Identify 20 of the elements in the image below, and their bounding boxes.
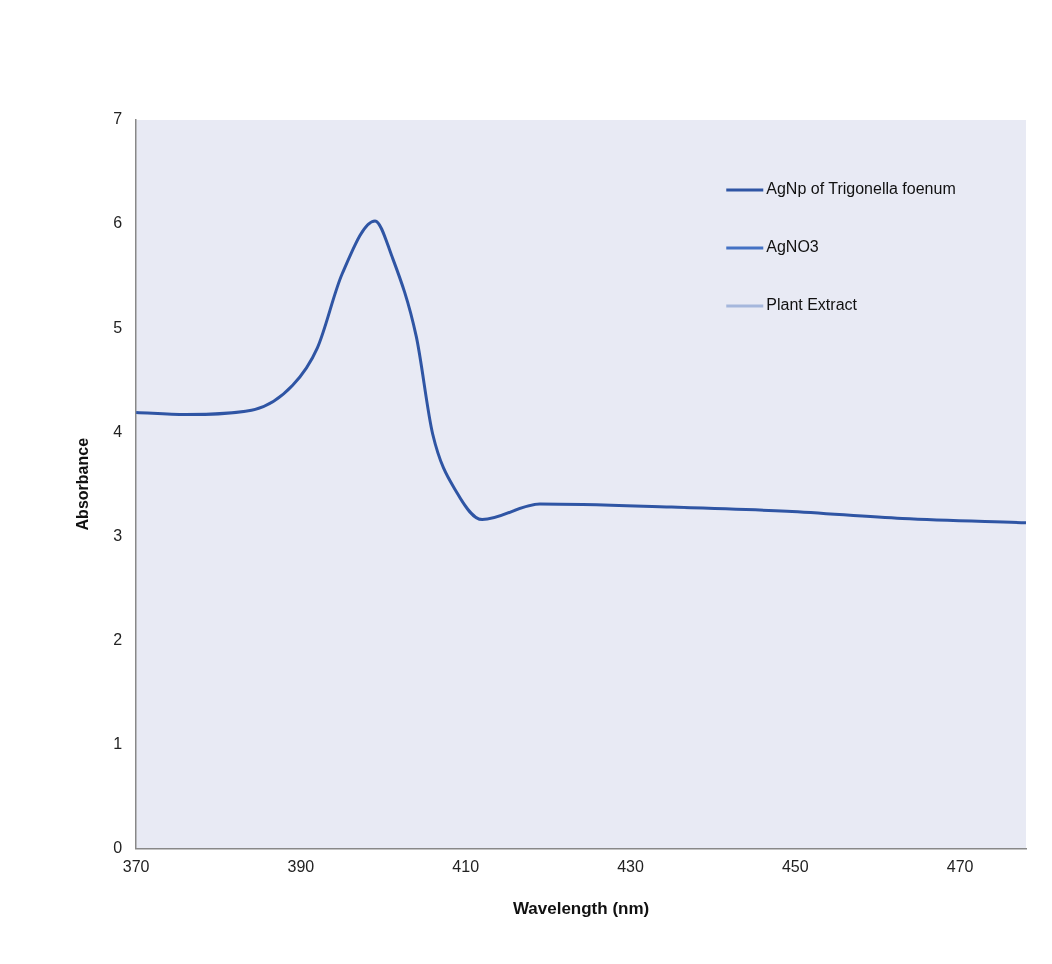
y-tick-label: 0: [113, 838, 123, 856]
x-axis-title: Wavelength (nm): [512, 899, 650, 919]
y-tick-label: 7: [113, 110, 123, 128]
line-series: [136, 219, 1026, 525]
y-tick-label: 4: [113, 422, 123, 440]
y-tick-label: 1: [113, 734, 123, 752]
x-tick-label: 430: [617, 858, 644, 876]
legend-label: AgNp of Trigonella foenum: [766, 180, 956, 198]
legend-label: Plant Extract: [766, 296, 858, 314]
y-tick-label: 3: [113, 526, 123, 544]
y-axis-title: Absorbance: [74, 437, 92, 531]
x-tick-label: 410: [452, 858, 480, 876]
x-tick-label: 390: [287, 858, 315, 876]
x-tick-label: 470: [946, 858, 974, 876]
legend-label: AgNO3: [766, 238, 819, 256]
y-tick-label: 6: [113, 214, 123, 232]
y-tick-label: 2: [113, 630, 123, 648]
y-tick-label: 5: [113, 318, 123, 336]
x-tick-label: 450: [781, 858, 809, 876]
x-tick-label: 370: [122, 858, 150, 876]
